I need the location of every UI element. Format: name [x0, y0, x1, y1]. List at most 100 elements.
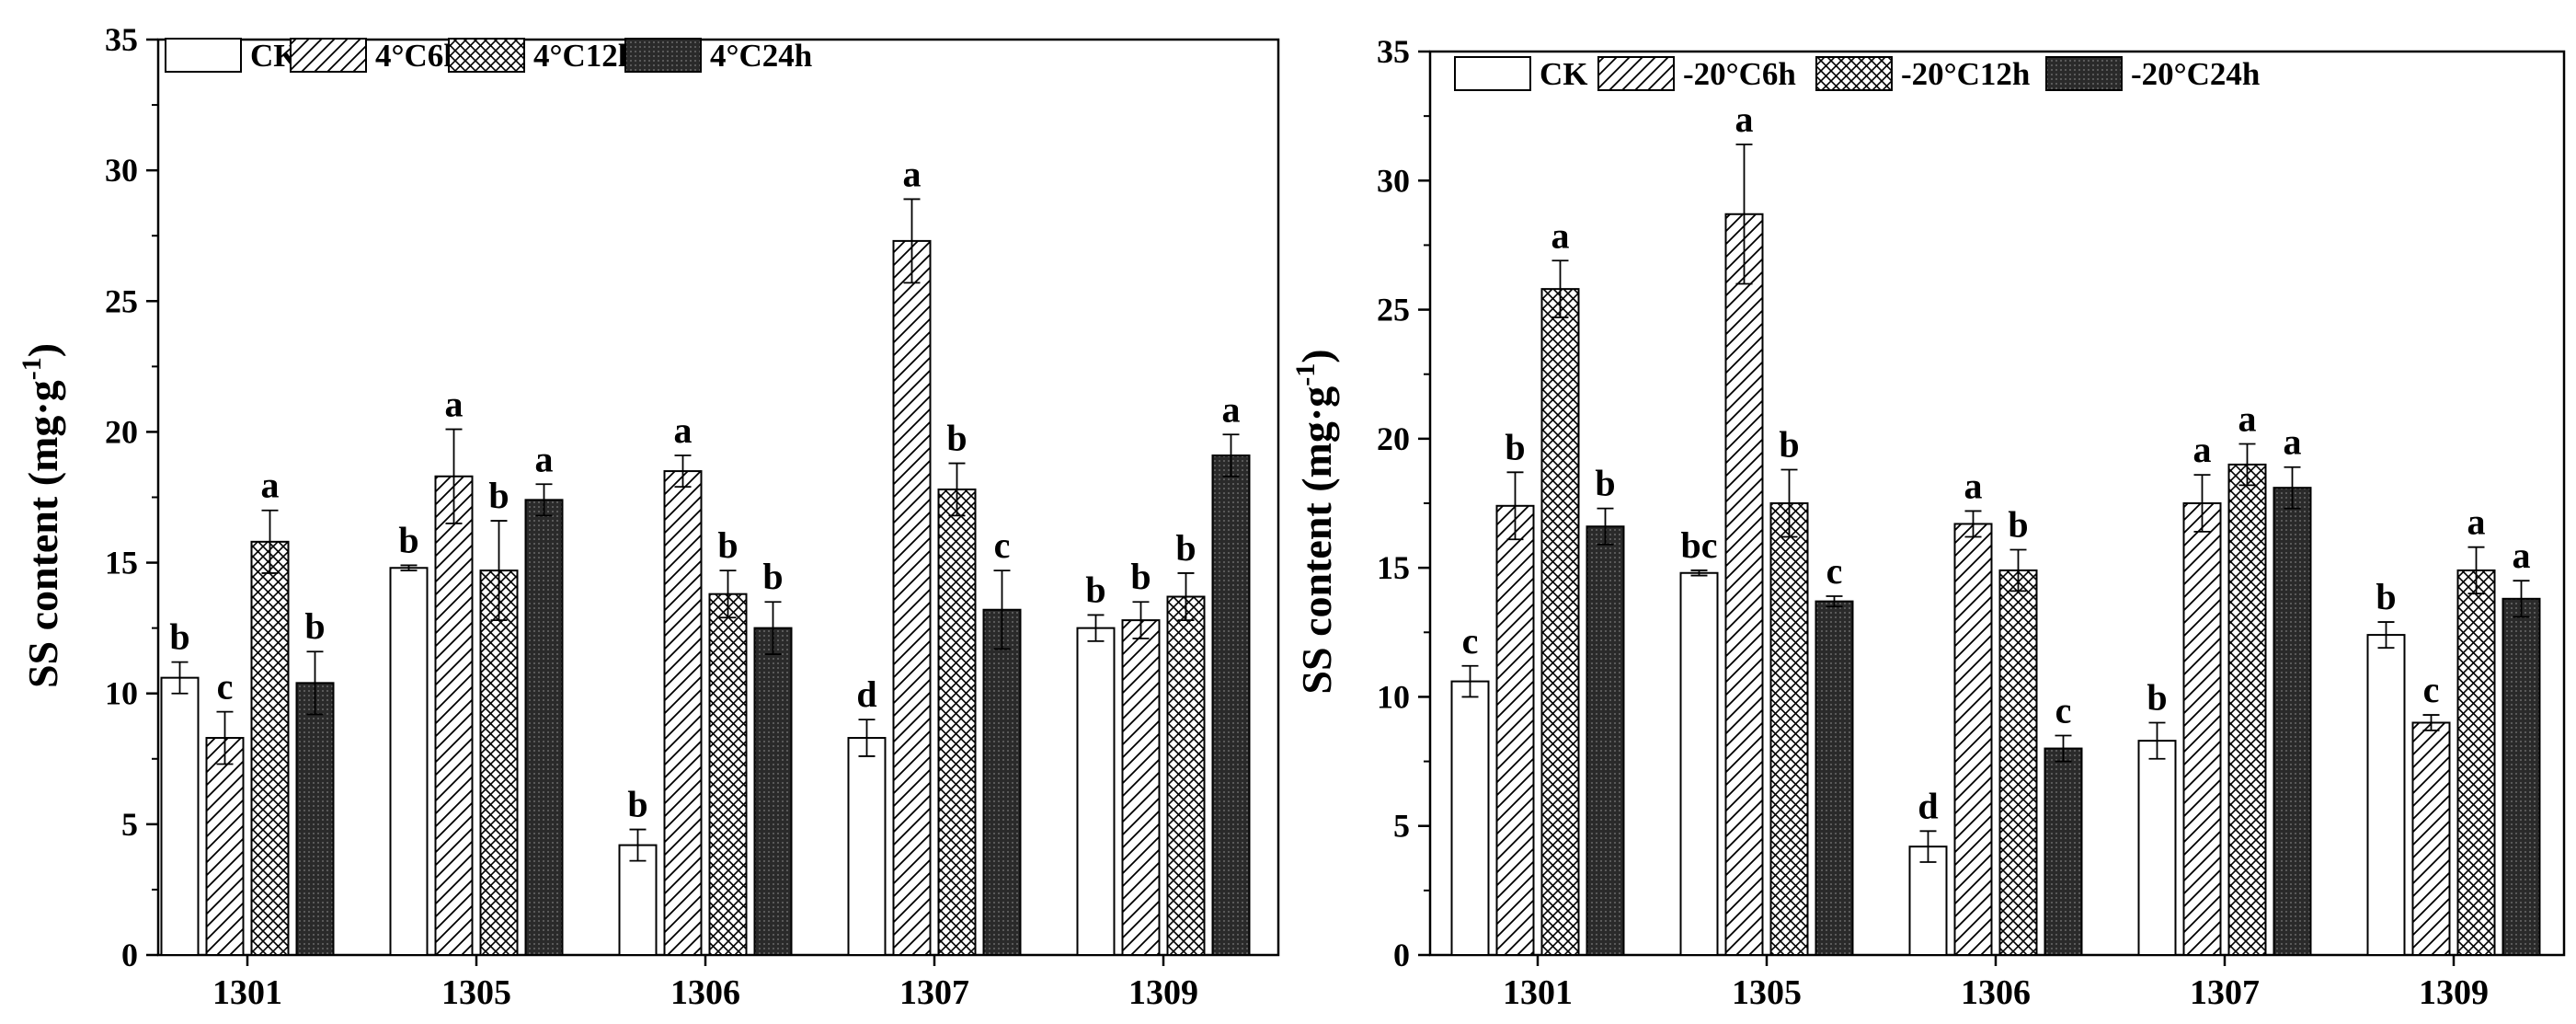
significance-letter: c	[994, 524, 1011, 566]
bar	[1495, 504, 1535, 956]
bar	[1076, 627, 1116, 957]
bar	[1769, 502, 1809, 956]
x-category-label: 1301	[212, 973, 282, 1012]
y-tick-label: 10	[1377, 678, 1410, 715]
bar	[663, 470, 703, 956]
bar	[1908, 846, 1948, 956]
legend-label: -20°C24h	[2131, 56, 2260, 92]
bar	[1540, 288, 1580, 956]
significance-letter: bc	[1681, 524, 1718, 566]
significance-letter: b	[1085, 569, 1105, 610]
bar	[847, 737, 887, 956]
significance-letter: b	[2376, 576, 2396, 617]
x-category-label: 1305	[1732, 973, 1802, 1012]
significance-letter: b	[946, 418, 967, 459]
significance-letter: b	[398, 519, 418, 560]
x-category-label: 1306	[670, 973, 740, 1012]
x-category-label: 1307	[899, 973, 969, 1012]
bar	[2137, 740, 2177, 957]
significance-letter: a	[2513, 535, 2531, 576]
significance-letter: b	[1779, 424, 1799, 466]
significance-letter: c	[1826, 550, 1843, 592]
significance-letter: b	[488, 475, 509, 516]
significance-letter: b	[2008, 504, 2028, 546]
significance-letter: b	[1130, 556, 1151, 597]
significance-letter: b	[762, 556, 783, 597]
legend-label: -20°C6h	[1683, 56, 1796, 92]
bar	[1211, 454, 1251, 956]
x-category-label: 1305	[441, 973, 511, 1012]
y-tick-label: 15	[105, 545, 138, 581]
x-category-label: 1309	[1128, 973, 1198, 1012]
significance-letter: b	[627, 784, 647, 825]
legend-swatch	[2045, 56, 2123, 91]
significance-letter: a	[1735, 98, 1754, 140]
significance-letter: b	[169, 616, 189, 658]
y-tick-label: 0	[121, 937, 138, 973]
legend-swatch	[448, 38, 525, 73]
bar	[892, 239, 932, 956]
bar	[753, 627, 793, 957]
significance-letter: b	[2147, 676, 2167, 718]
significance-letter: a	[2193, 429, 2212, 470]
bar	[2366, 634, 2406, 956]
legend-swatch	[624, 38, 702, 73]
bar	[2227, 463, 2267, 956]
y-axis-title: SS content (mg·g-1)	[1290, 349, 1340, 694]
y-tick-label: 5	[121, 806, 138, 843]
bar	[2044, 747, 2083, 956]
legend-swatch	[1597, 56, 1675, 91]
bar	[2411, 721, 2451, 956]
y-tick-label: 15	[1377, 549, 1410, 586]
legend-label: 4°C12h	[533, 38, 635, 74]
bar	[205, 737, 245, 956]
bar	[434, 475, 474, 956]
legend-swatch	[1454, 56, 1531, 91]
significance-letter: a	[903, 153, 922, 194]
bar	[618, 844, 658, 956]
bar	[1815, 600, 1854, 956]
bar	[389, 567, 429, 956]
x-category-label: 1307	[2190, 973, 2260, 1012]
bar	[2502, 597, 2541, 956]
significance-letter: a	[445, 384, 464, 425]
bar	[1679, 571, 1719, 956]
y-tick-label: 25	[1377, 292, 1410, 328]
legend-swatch	[290, 38, 367, 73]
legend-label: 4°C6h	[375, 38, 462, 74]
bar	[1724, 213, 1764, 956]
y-tick-label: 30	[105, 152, 138, 189]
y-tick-label: 30	[1377, 162, 1410, 199]
y-tick-label: 20	[1377, 420, 1410, 457]
bar	[982, 608, 1022, 956]
y-tick-label: 20	[105, 413, 138, 450]
bar	[479, 570, 519, 956]
significance-letter: a	[674, 409, 693, 451]
significance-letter: d	[1918, 785, 1938, 826]
x-category-label: 1301	[1503, 973, 1573, 1012]
significance-letter: b	[717, 524, 738, 566]
significance-letter: a	[1222, 388, 1241, 430]
significance-letter: c	[2423, 669, 2440, 710]
x-category-label: 1309	[2419, 973, 2489, 1012]
legend-label: 4°C24h	[710, 38, 812, 74]
bar	[2456, 569, 2496, 956]
bar	[708, 593, 748, 957]
bar	[1586, 525, 1625, 956]
significance-letter: c	[2055, 690, 2072, 731]
y-tick-label: 35	[105, 21, 138, 58]
y-tick-label: 25	[105, 282, 138, 319]
significance-letter: b	[304, 605, 325, 647]
legend-label: CK	[1540, 56, 1588, 92]
bar	[1953, 523, 1993, 957]
y-tick-label: 10	[105, 675, 138, 712]
significance-letter: a	[1551, 214, 1570, 256]
y-tick-label: 35	[1377, 33, 1410, 70]
significance-letter: c	[217, 666, 234, 708]
bar	[250, 540, 290, 956]
significance-letter: a	[261, 465, 280, 506]
significance-letter: d	[856, 673, 876, 715]
legend: CK 4°C6h 4°C12h 4°C24h	[165, 38, 812, 74]
